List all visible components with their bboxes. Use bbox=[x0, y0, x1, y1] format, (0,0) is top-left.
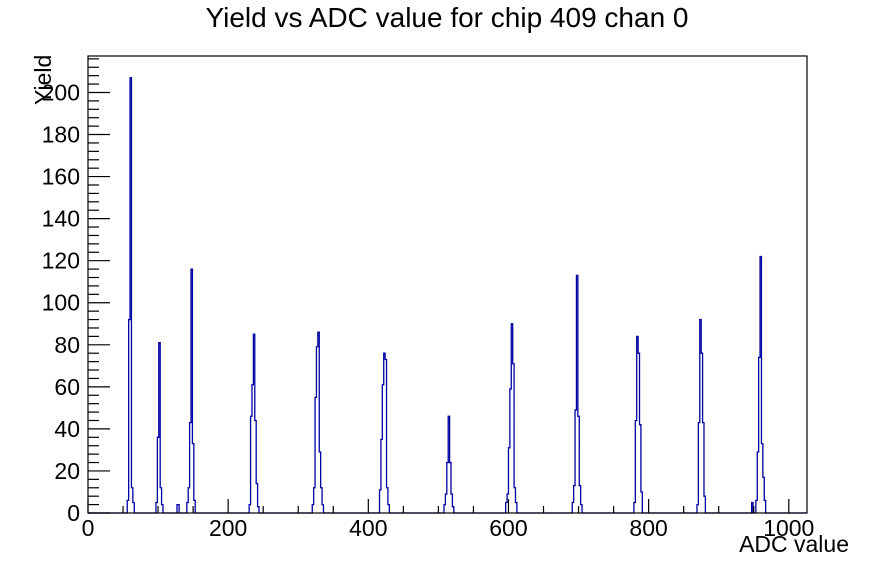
x-tick-label: 800 bbox=[629, 515, 667, 541]
y-tick-label: 100 bbox=[42, 290, 80, 316]
axis-ticks bbox=[87, 58, 790, 514]
y-tick-label: 160 bbox=[42, 164, 80, 190]
x-tick-label: 600 bbox=[489, 515, 527, 541]
x-axis-title: ADC value bbox=[739, 531, 849, 557]
x-tick-label: 400 bbox=[349, 515, 387, 541]
frame-rect bbox=[87, 55, 808, 514]
y-tick-label: 200 bbox=[42, 79, 80, 105]
y-tick-label: 20 bbox=[54, 458, 80, 484]
y-tick-label: 140 bbox=[42, 206, 80, 232]
y-tick-label: 0 bbox=[67, 500, 80, 526]
y-axis-title: Yield bbox=[30, 55, 56, 105]
y-tick-label: 80 bbox=[54, 332, 80, 358]
x-tick-label: 0 bbox=[82, 515, 95, 541]
y-tick-label: 180 bbox=[42, 122, 80, 148]
x-tick-label: 1000 bbox=[763, 515, 814, 541]
histogram-layer bbox=[88, 77, 807, 514]
histogram-line bbox=[88, 77, 807, 514]
plot-frame bbox=[87, 55, 808, 514]
chart-title: Yield vs ADC value for chip 409 chan 0 bbox=[205, 2, 688, 33]
axis-tick-labels: 0 200 400 600 800 1000 0 20 40 60 80 100 120 140 160 18… bbox=[42, 79, 815, 541]
x-tick-label: 200 bbox=[209, 515, 247, 541]
y-tick-label: 60 bbox=[54, 374, 80, 400]
y-tick-label: 120 bbox=[42, 248, 80, 274]
y-tick-label: 40 bbox=[54, 416, 80, 442]
